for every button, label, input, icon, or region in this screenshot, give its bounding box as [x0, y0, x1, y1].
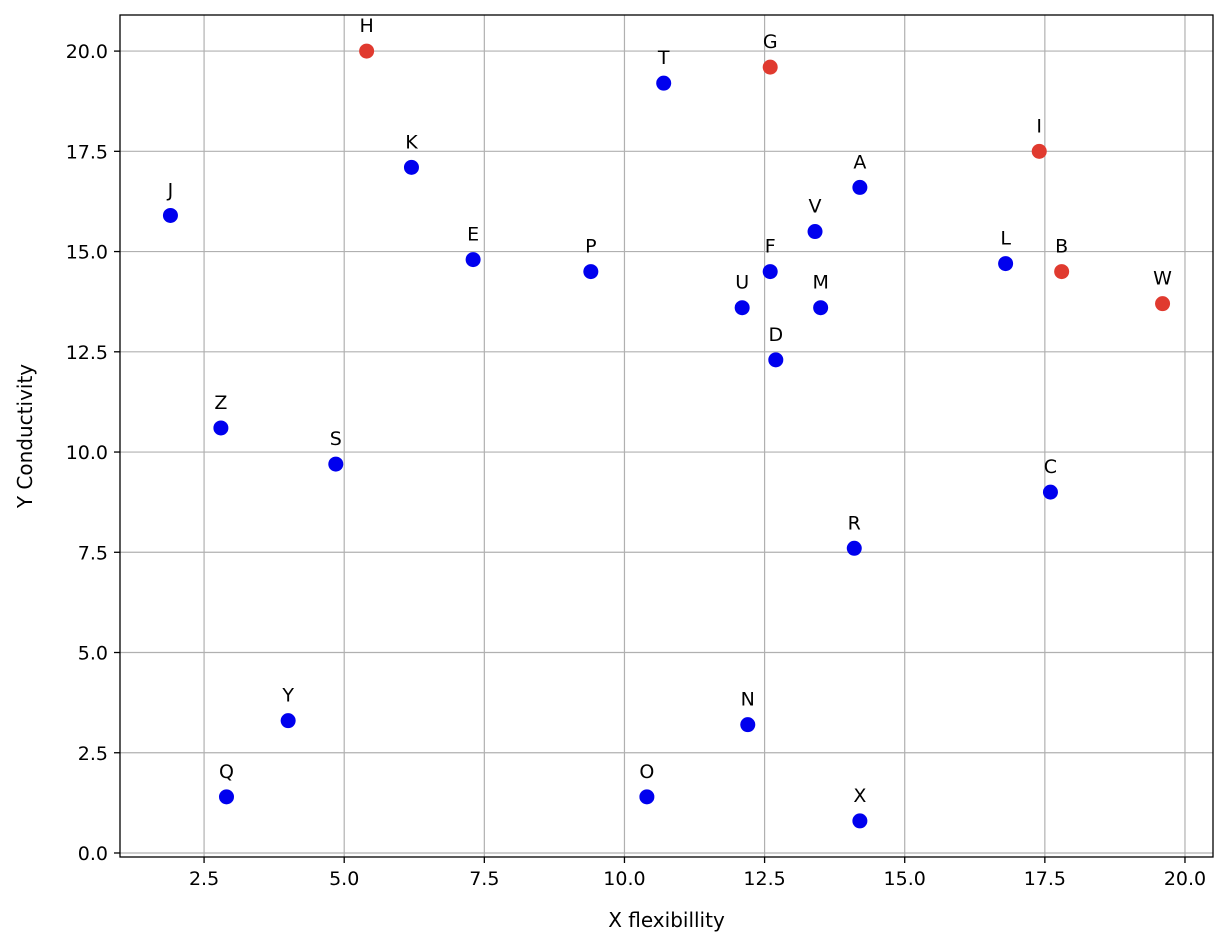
- axis-ticks: 2.5 5.0 7.5 10.0 12.5 15.0 17.5 20.0 0.0 2.5 5.0 7.…: [66, 41, 1206, 890]
- plot-frame: [119, 14, 1214, 858]
- data-point-g: [762, 59, 778, 75]
- point-label-d: D: [768, 324, 783, 346]
- data-point-a: [852, 179, 868, 195]
- point-label-u: U: [735, 272, 749, 294]
- point-label-m: M: [812, 272, 828, 294]
- point-label-z: Z: [214, 392, 227, 414]
- point-label-o: O: [639, 761, 654, 783]
- y-tick-label: 17.5: [66, 141, 108, 163]
- data-point-d: [768, 352, 784, 368]
- y-tick-label: 2.5: [78, 743, 108, 765]
- data-point-y: [280, 713, 296, 729]
- point-label-v: V: [809, 196, 822, 218]
- point-label-i: I: [1036, 115, 1042, 137]
- y-tick-label: 15.0: [66, 242, 108, 264]
- point-label-x: X: [853, 785, 866, 807]
- y-tick-label: 5.0: [78, 643, 108, 665]
- data-point-u: [734, 300, 750, 316]
- y-tick-label: 12.5: [66, 342, 108, 364]
- data-point-e: [465, 252, 481, 268]
- grid-lines: [120, 15, 1213, 857]
- data-point-r: [846, 540, 862, 556]
- x-tick-label: 7.5: [469, 868, 499, 890]
- point-label-g: G: [763, 31, 778, 53]
- point-label-l: L: [1000, 228, 1011, 250]
- x-tick-label: 20.0: [1164, 868, 1206, 890]
- data-point-c: [1042, 484, 1058, 500]
- point-label-b: B: [1055, 236, 1068, 258]
- data-point-h: [359, 43, 375, 59]
- x-tick-label: 2.5: [189, 868, 219, 890]
- point-label-q: Q: [219, 761, 234, 783]
- data-point-n: [740, 717, 756, 733]
- data-point-l: [998, 256, 1014, 272]
- x-axis-title: X flexibillity: [608, 908, 725, 932]
- point-label-p: P: [585, 236, 596, 258]
- point-label-r: R: [848, 512, 861, 534]
- y-tick-label: 7.5: [78, 542, 108, 564]
- data-point-t: [656, 75, 672, 91]
- data-point-q: [218, 789, 234, 805]
- point-label-e: E: [467, 224, 479, 246]
- point-label-y: Y: [281, 685, 294, 707]
- data-point-k: [403, 159, 419, 175]
- x-tick-label: 5.0: [329, 868, 359, 890]
- point-label-k: K: [405, 131, 418, 153]
- x-tick-label: 17.5: [1024, 868, 1066, 890]
- data-point-f: [762, 264, 778, 280]
- x-tick-label: 15.0: [884, 868, 926, 890]
- point-label-n: N: [741, 689, 755, 711]
- data-point-s: [328, 456, 344, 472]
- data-point-z: [213, 420, 229, 436]
- point-label-t: T: [657, 47, 670, 69]
- data-point-x: [852, 813, 868, 829]
- data-point-i: [1031, 143, 1047, 159]
- data-point-m: [813, 300, 829, 316]
- data-point-w: [1155, 296, 1171, 312]
- point-label-w: W: [1153, 268, 1172, 290]
- data-point-o: [639, 789, 655, 805]
- y-tick-label: 0.0: [78, 843, 108, 865]
- x-tick-label: 10.0: [603, 868, 645, 890]
- data-point-p: [583, 264, 599, 280]
- point-label-a: A: [853, 151, 866, 173]
- point-label-j: J: [167, 179, 174, 201]
- y-tick-label: 10.0: [66, 442, 108, 464]
- point-label-c: C: [1044, 456, 1057, 478]
- data-point-b: [1054, 264, 1070, 280]
- y-axis-title: Y Conductivity: [13, 364, 37, 509]
- data-point-v: [807, 224, 823, 240]
- data-point-j: [162, 207, 178, 223]
- point-label-h: H: [359, 15, 373, 37]
- data-points: A B C D E F G H I J K L M N O P Q R S T U V W X Y Z: [162, 15, 1172, 829]
- point-label-f: F: [765, 236, 776, 258]
- x-tick-label: 12.5: [743, 868, 785, 890]
- point-label-s: S: [330, 428, 342, 450]
- y-tick-label: 20.0: [66, 41, 108, 63]
